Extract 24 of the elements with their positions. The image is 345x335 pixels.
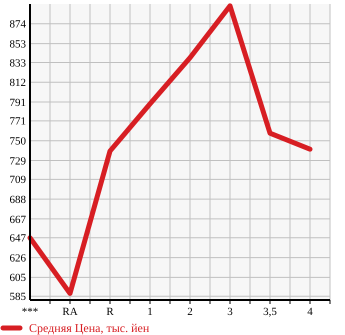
y-tick-label: 585: [10, 291, 26, 304]
x-tick-label: 3,5: [263, 306, 278, 318]
y-tick-label: 874: [10, 18, 26, 31]
x-tick-label: ***: [22, 306, 38, 318]
x-tick-label: RA: [62, 306, 78, 318]
legend-label: Средняя Цена, тыс. йен: [29, 321, 150, 335]
y-tick-label: 750: [10, 136, 26, 148]
y-tick-label: 626: [10, 252, 26, 264]
y-tick-label: 812: [10, 77, 26, 90]
y-tick-label: 709: [10, 174, 26, 186]
y-tick-label: 647: [10, 232, 26, 245]
x-tick-label: 2: [187, 306, 193, 318]
y-tick-label: 729: [10, 155, 26, 168]
x-tick-label: 1: [147, 306, 153, 318]
y-tick-label: 771: [10, 116, 26, 128]
y-tick-label: 853: [10, 38, 26, 50]
y-tick-label: 605: [10, 272, 26, 284]
x-tick-label: R: [106, 306, 114, 318]
x-tick-label: 3: [227, 306, 234, 318]
y-tick-label: 667: [10, 214, 26, 226]
y-tick-label: 833: [10, 57, 26, 70]
x-tick-label: 4: [307, 306, 314, 318]
y-tick-label: 791: [10, 96, 26, 109]
y-tick-label: 688: [10, 194, 26, 206]
